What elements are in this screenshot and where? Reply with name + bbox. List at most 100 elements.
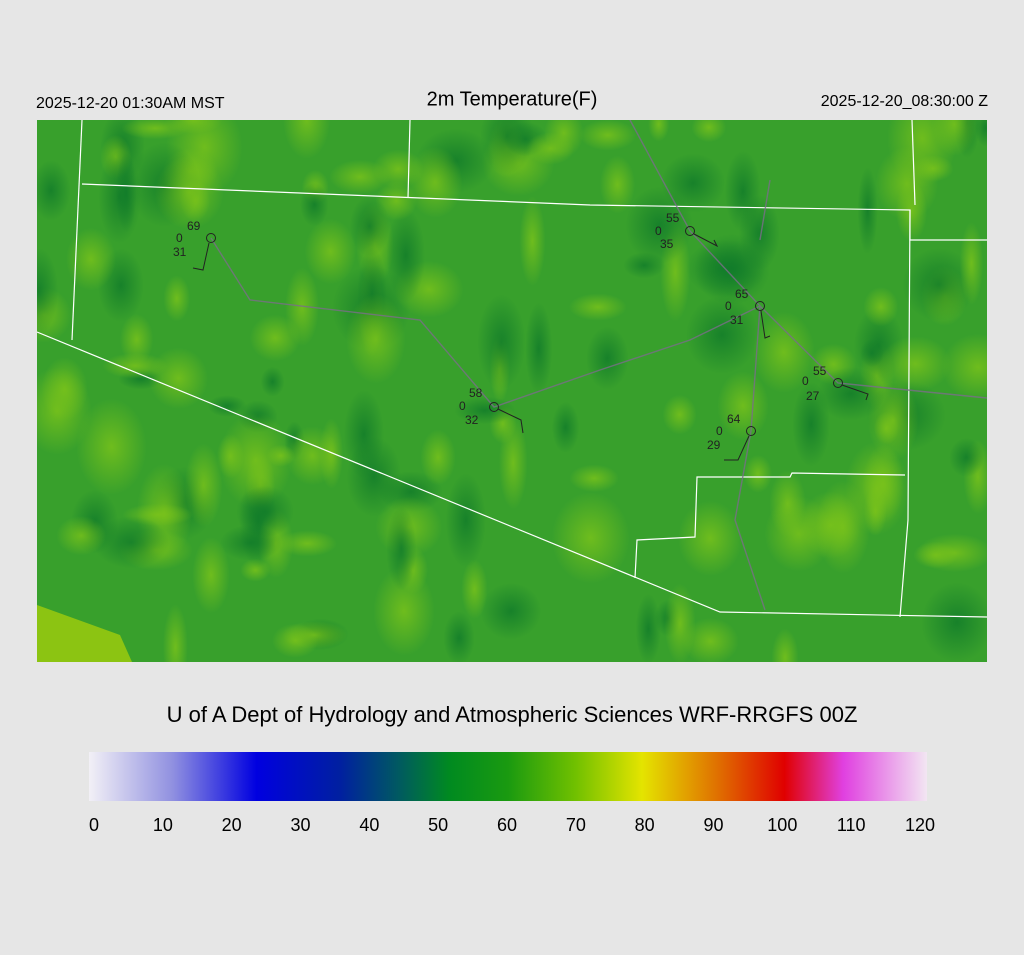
terrain-shade — [454, 396, 516, 425]
title: 2m Temperature(F) — [427, 88, 598, 110]
colorbar-tick-label: 10 — [153, 815, 173, 835]
terrain-shade — [443, 611, 475, 662]
terrain-shade — [76, 398, 147, 495]
terrain-shade — [678, 500, 743, 577]
terrain-shade — [525, 302, 553, 395]
terrain-shade — [420, 429, 456, 486]
terrain-shade — [386, 208, 426, 303]
colorbar-tick-label: 100 — [767, 815, 797, 835]
terrain-shade — [519, 196, 546, 287]
terrain-shade — [635, 593, 661, 662]
colorbar-tick-label: 120 — [905, 815, 935, 835]
colorbar-tick-label: 40 — [359, 815, 379, 835]
terrain-shade — [498, 416, 528, 510]
terrain-shade — [743, 454, 773, 493]
colorbar-tick-label: 60 — [497, 815, 517, 835]
terrain-shade — [148, 347, 209, 410]
terrain-shade — [579, 120, 637, 151]
terrain-shade — [66, 227, 116, 291]
terrain-shade — [816, 366, 885, 421]
terrain-shade — [345, 293, 406, 384]
station: 55 027 — [802, 364, 869, 403]
terrain-shade — [863, 286, 899, 327]
terrain-shade — [41, 357, 88, 422]
dew: 31 — [173, 245, 187, 259]
terrain-shade — [329, 159, 391, 194]
terrain-shade — [266, 444, 296, 467]
terrain-shade — [857, 166, 878, 255]
terrain-shade — [949, 437, 984, 478]
dew: 29 — [707, 438, 721, 452]
terrain-shade — [526, 132, 575, 165]
terrain-shade — [959, 222, 984, 305]
wind: 0 — [655, 224, 662, 238]
terrain-shade — [916, 533, 987, 573]
terrain-shade — [480, 120, 534, 175]
terrain-shade — [207, 395, 247, 417]
colorbar — [89, 752, 927, 801]
terrain-shade — [569, 464, 619, 492]
terrain-shade — [685, 295, 759, 374]
terrain-shade — [599, 155, 636, 214]
dew: 27 — [806, 389, 820, 403]
terrain-shade — [902, 247, 976, 322]
wind: 0 — [459, 399, 466, 413]
terrain-shade — [941, 333, 987, 401]
terrain-shade — [386, 506, 417, 591]
terrain-shade — [844, 441, 909, 536]
temp: 55 — [666, 211, 680, 225]
terrain-shade — [93, 516, 169, 569]
terrain-shade — [119, 313, 154, 366]
station: 55 035 — [655, 211, 719, 251]
colorbar-tick-label: 110 — [837, 815, 866, 835]
terrain-shade — [272, 623, 319, 658]
terrain-shade — [586, 326, 629, 390]
terrain-shade — [162, 604, 188, 662]
colorbar-tick-label: 90 — [703, 815, 723, 835]
station: 64 029 — [707, 412, 756, 461]
temp: 65 — [735, 287, 749, 301]
terrain-shade — [445, 473, 486, 568]
colorbar-tick-label: 20 — [222, 815, 242, 835]
terrain-shade — [283, 120, 331, 159]
terrain-shade — [343, 389, 385, 479]
terrain-shade — [477, 294, 526, 390]
terrain-shade — [859, 338, 884, 368]
terrain-shade — [660, 153, 726, 213]
wind: 0 — [802, 374, 809, 388]
terrain-shade — [551, 492, 630, 584]
terrain-shade — [480, 582, 542, 640]
station: 69 031 — [173, 219, 216, 271]
terrain-shade — [551, 401, 580, 453]
terrain-shade — [921, 582, 987, 662]
terrain-shade — [121, 120, 189, 140]
wind: 0 — [725, 299, 732, 313]
utc-time: 2025-12-20_08:30:00 Z — [821, 93, 988, 110]
terrain-shade — [349, 195, 390, 257]
colorbar-tick-label: 50 — [428, 815, 448, 835]
colorbar-ticks: 0 10 20 30 40 50 60 70 80 90 100 110 120 — [89, 815, 935, 835]
wind: 0 — [716, 424, 723, 438]
terrain-shade — [373, 566, 435, 656]
terrain-shade — [285, 426, 339, 486]
terrain-shade — [260, 366, 285, 397]
footer-title: U of A Dept of Hydrology and Atmospheric… — [167, 702, 858, 727]
terrain-shade — [461, 559, 488, 620]
terrain-shade — [285, 267, 320, 347]
temp: 69 — [187, 219, 201, 233]
temp: 55 — [813, 364, 827, 378]
colorbar-tick-label: 0 — [89, 815, 99, 835]
terrain-shade — [192, 536, 230, 614]
map — [37, 120, 987, 662]
terrain-shade — [163, 275, 191, 322]
terrain-shade — [686, 239, 766, 298]
local-time: 2025-12-20 01:30AM MST — [36, 95, 225, 112]
colorbar-tick-label: 70 — [566, 815, 586, 835]
terrain-shade — [568, 293, 627, 321]
terrain-shade — [304, 218, 357, 285]
colorbar-tick-label: 30 — [290, 815, 310, 835]
terrain-shade — [236, 485, 295, 538]
